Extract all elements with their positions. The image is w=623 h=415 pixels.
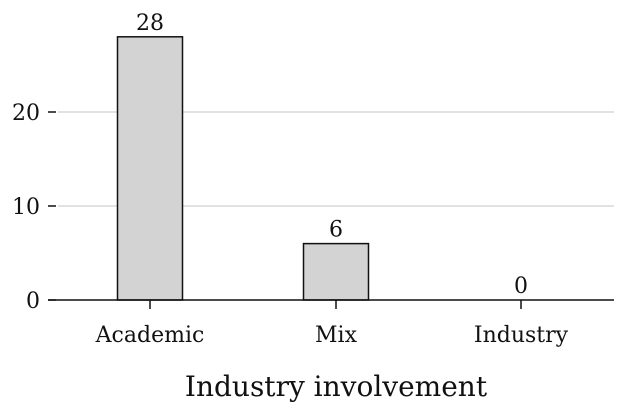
- data-label-academic: 28: [136, 11, 164, 36]
- y-tick-label-20: 20: [12, 101, 40, 126]
- bar-mix: [302, 242, 370, 301]
- y-tick-label-10: 10: [12, 195, 40, 220]
- labels: 0 10 20 28 6 0 Academic Mix Industry: [12, 11, 569, 348]
- x-tick-label-industry: Industry: [474, 323, 569, 348]
- y-tick-label-0: 0: [26, 289, 40, 314]
- x-tick-label-academic: Academic: [95, 323, 205, 348]
- bar-academic: [116, 36, 184, 301]
- bars: [116, 36, 370, 301]
- data-label-industry: 0: [514, 274, 528, 299]
- axes: [48, 111, 614, 309]
- data-label-mix: 6: [329, 218, 343, 243]
- x-tick-label-mix: Mix: [315, 323, 358, 348]
- x-axis-title: Industry involvement: [185, 370, 488, 403]
